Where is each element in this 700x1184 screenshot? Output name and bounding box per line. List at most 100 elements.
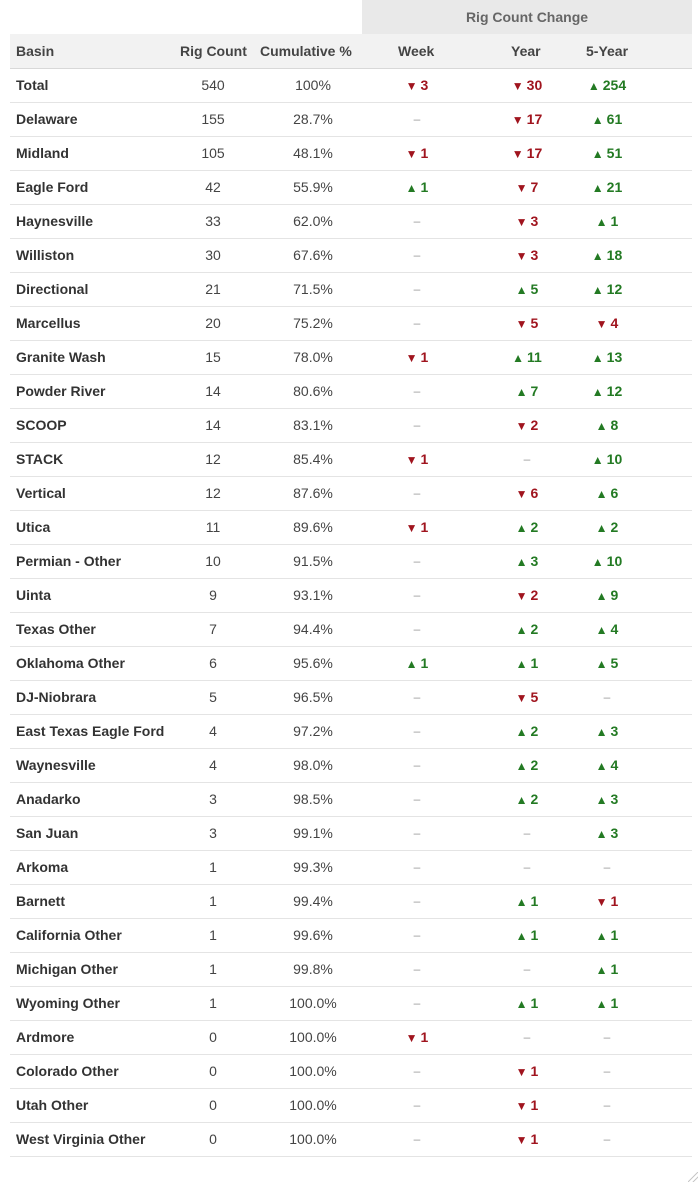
- up-arrow-icon: ▲: [515, 997, 528, 1011]
- five-year-change: ▲ 4: [580, 749, 634, 782]
- cumulative-value: 75.2%: [293, 315, 333, 331]
- week-change: –: [413, 1132, 421, 1146]
- cumulative-value: 100.0%: [289, 1097, 337, 1113]
- five-year-change: ▲ 9: [580, 579, 634, 612]
- change-value: 13: [606, 349, 623, 365]
- header-basin[interactable]: Basin: [16, 43, 55, 59]
- change-value: 1: [530, 655, 539, 671]
- rig-count-value: 540: [201, 77, 225, 93]
- basin-name: Uinta: [16, 587, 51, 603]
- week-change: –: [413, 690, 421, 704]
- five-year-change: ▲ 1: [580, 205, 634, 238]
- change-value: 1: [420, 179, 429, 195]
- rig-count-value: 3: [209, 791, 217, 807]
- rig-count-value: 12: [205, 485, 221, 501]
- week-change: –: [413, 214, 421, 228]
- year-change: ▲ 2: [480, 613, 574, 646]
- year-change: –: [523, 860, 531, 874]
- rig-count-value: 1: [209, 859, 217, 875]
- down-arrow-icon: ▼: [515, 1133, 528, 1147]
- five-year-change: ▲ 3: [580, 783, 634, 816]
- year-change: ▲ 5: [480, 273, 574, 306]
- change-value: 1: [420, 1029, 429, 1045]
- basin-name: Michigan Other: [16, 961, 118, 977]
- year-change: ▲ 1: [480, 647, 574, 680]
- table-row: Directional 21 71.5% – ▲ 5 ▲ 12: [10, 273, 692, 307]
- change-value: 51: [606, 145, 623, 161]
- cumulative-value: 98.5%: [293, 791, 333, 807]
- year-change: ▼ 2: [480, 409, 574, 442]
- table-row: STACK 12 85.4% ▼ 1 – ▲ 10: [10, 443, 692, 477]
- cumulative-value: 99.6%: [293, 927, 333, 943]
- week-change: –: [413, 894, 421, 908]
- down-arrow-icon: ▼: [511, 147, 524, 161]
- basin-name: Granite Wash: [16, 349, 106, 365]
- basin-name: Waynesville: [16, 757, 96, 773]
- basin-name: Texas Other: [16, 621, 96, 637]
- header-five-year[interactable]: 5-Year: [586, 43, 629, 59]
- change-value: 5: [610, 655, 619, 671]
- basin-name: SCOOP: [16, 417, 67, 433]
- five-year-change: ▲ 8: [580, 409, 634, 442]
- change-value: 17: [526, 111, 543, 127]
- header-cumulative[interactable]: Cumulative %: [260, 43, 352, 59]
- five-year-change: ▲ 13: [580, 341, 634, 374]
- year-change: ▼ 3: [480, 205, 574, 238]
- year-change: ▲ 2: [480, 783, 574, 816]
- table-row: West Virginia Other 0 100.0% – ▼ 1 –: [10, 1123, 692, 1157]
- header-week[interactable]: Week: [398, 43, 435, 59]
- week-change: –: [413, 486, 421, 500]
- cumulative-value: 99.1%: [293, 825, 333, 841]
- change-value: 12: [606, 281, 623, 297]
- five-year-change: ▲ 1: [580, 919, 634, 952]
- up-arrow-icon: ▲: [595, 215, 608, 229]
- table-row: Colorado Other 0 100.0% – ▼ 1 –: [10, 1055, 692, 1089]
- rig-count-value: 10: [205, 553, 221, 569]
- year-change: ▲ 7: [480, 375, 574, 408]
- week-change: –: [413, 554, 421, 568]
- rig-count-value: 105: [201, 145, 225, 161]
- year-change: ▼ 17: [480, 103, 574, 136]
- up-arrow-icon: ▲: [512, 351, 525, 365]
- rig-count-value: 4: [209, 723, 217, 739]
- down-arrow-icon: ▼: [515, 419, 528, 433]
- cumulative-value: 48.1%: [293, 145, 333, 161]
- change-value: 17: [526, 145, 543, 161]
- basin-name: San Juan: [16, 825, 79, 841]
- up-arrow-icon: ▲: [595, 827, 608, 841]
- rig-count-value: 0: [209, 1097, 217, 1113]
- header-rig-count[interactable]: Rig Count: [180, 43, 247, 59]
- table-row: Eagle Ford 42 55.9% ▲ 1 ▼ 7 ▲ 21: [10, 171, 692, 205]
- five-year-change: –: [603, 860, 611, 874]
- year-change: –: [523, 1030, 531, 1044]
- header-year[interactable]: Year: [511, 43, 541, 59]
- rig-count-value: 33: [205, 213, 221, 229]
- down-arrow-icon: ▼: [515, 1099, 528, 1113]
- table-row: Total 540 100% ▼ 3 ▼ 30 ▲ 254: [10, 69, 692, 103]
- up-arrow-icon: ▲: [595, 487, 608, 501]
- basin-name: Haynesville: [16, 213, 94, 229]
- year-change: ▼ 7: [480, 171, 574, 204]
- year-change: ▲ 11: [480, 341, 574, 374]
- table-row: Barnett 1 99.4% – ▲ 1 ▼ 1: [10, 885, 692, 919]
- year-change: ▼ 3: [480, 239, 574, 272]
- cumulative-value: 89.6%: [293, 519, 333, 535]
- rig-count-value: 7: [209, 621, 217, 637]
- up-arrow-icon: ▲: [595, 793, 608, 807]
- five-year-change: ▲ 3: [580, 715, 634, 748]
- table-row: Oklahoma Other 6 95.6% ▲ 1 ▲ 1 ▲ 5: [10, 647, 692, 681]
- change-value: 18: [606, 247, 623, 263]
- week-change: ▼ 1: [370, 511, 464, 544]
- up-arrow-icon: ▲: [591, 555, 604, 569]
- change-value: 2: [530, 723, 539, 739]
- five-year-change: ▲ 2: [580, 511, 634, 544]
- column-header-row: Basin Rig Count Cumulative % Week Year 5…: [10, 34, 692, 69]
- table-row: California Other 1 99.6% – ▲ 1 ▲ 1: [10, 919, 692, 953]
- table-row: Wyoming Other 1 100.0% – ▲ 1 ▲ 1: [10, 987, 692, 1021]
- up-arrow-icon: ▲: [587, 79, 600, 93]
- resize-handle-icon[interactable]: [688, 1172, 698, 1182]
- week-change: –: [413, 962, 421, 976]
- week-change: –: [413, 928, 421, 942]
- change-value: 5: [530, 689, 539, 705]
- down-arrow-icon: ▼: [405, 79, 418, 93]
